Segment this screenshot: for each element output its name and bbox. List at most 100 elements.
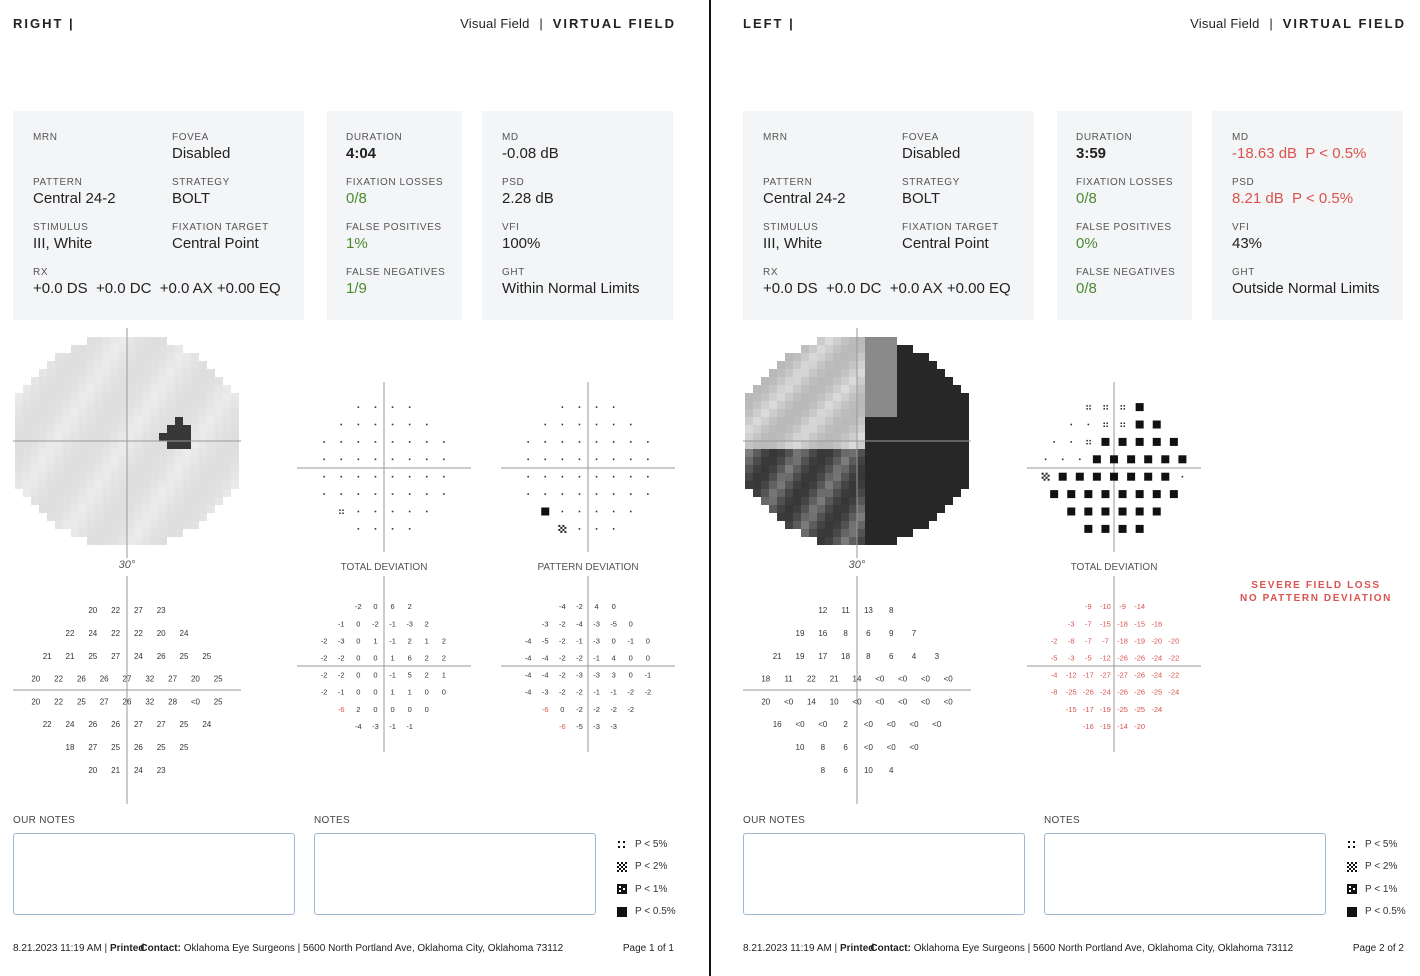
greyscale-cell: [833, 457, 841, 465]
greyscale-cell: [849, 537, 857, 545]
greyscale-cell: [777, 489, 785, 497]
greyscale-cell: [47, 377, 55, 385]
greyscale-cell: [175, 369, 183, 377]
greyscale-cell: [857, 361, 865, 369]
greyscale-cell: [119, 425, 127, 433]
greyscale-cell: [207, 369, 215, 377]
greyscale-cell: [929, 505, 937, 513]
notes-field[interactable]: [314, 833, 596, 915]
greyscale-cell: [223, 425, 231, 433]
greyscale-cell: [777, 377, 785, 385]
p2-checker: [1047, 474, 1050, 477]
greyscale-cell: [873, 433, 881, 441]
our-notes-field[interactable]: [13, 833, 295, 915]
greyscale-cell: [207, 417, 215, 425]
greyscale-cell: [127, 417, 135, 425]
normal-dot: [323, 475, 325, 478]
greyscale-cell: [889, 473, 897, 481]
greyscale-cell: [793, 425, 801, 433]
greyscale-cell: [223, 457, 231, 465]
greyscale-cell: [95, 377, 103, 385]
p05-square: [1135, 403, 1144, 412]
greyscale-cell: [95, 433, 103, 441]
grid-value: 27: [157, 720, 166, 729]
greyscale-cell: [63, 417, 71, 425]
greyscale-cell: [817, 361, 825, 369]
p2-checker: [560, 526, 563, 529]
greyscale-cell: [111, 433, 119, 441]
p05-square: [1067, 507, 1076, 516]
greyscale-cell: [825, 377, 833, 385]
greyscale-cell: [55, 369, 63, 377]
grid-value: 22: [54, 675, 63, 684]
greyscale-cell: [111, 385, 119, 393]
greyscale-cell: [865, 441, 873, 449]
greyscale-cell: [183, 433, 191, 441]
greyscale-cell: [223, 409, 231, 417]
greyscale-cell: [769, 441, 777, 449]
greyscale-cell: [873, 521, 881, 529]
greyscale-cell: [873, 489, 881, 497]
greyscale-cell: [785, 513, 793, 521]
fixation-target-label: FIXATION TARGET: [902, 222, 999, 233]
greyscale-cell: [31, 465, 39, 473]
greyscale-cell: [119, 361, 127, 369]
greyscale-cell: [881, 417, 889, 425]
grid-value: 13: [864, 606, 873, 615]
p5-dot: [1123, 408, 1126, 410]
greyscale-cell: [809, 361, 817, 369]
greyscale-cell: [929, 513, 937, 521]
normal-dot: [374, 528, 377, 530]
grid-value: 32: [145, 675, 154, 684]
greyscale-cell: [39, 465, 47, 473]
greyscale-cell: [841, 393, 849, 401]
p05-square: [1118, 507, 1127, 516]
greyscale-cell: [745, 449, 753, 457]
greyscale-cell: [889, 345, 897, 353]
grid-value: -25: [1151, 688, 1162, 697]
greyscale-cell: [111, 521, 119, 529]
grid-value: 11: [841, 606, 850, 615]
legend-item: P < 0.5%: [617, 901, 697, 924]
greyscale-cell: [793, 489, 801, 497]
greyscale-cell: [785, 473, 793, 481]
greyscale-cell: [929, 449, 937, 457]
greyscale-cell: [849, 473, 857, 481]
greyscale-cell: [889, 393, 897, 401]
greyscale-cell: [937, 441, 945, 449]
greyscale-cell: [865, 393, 873, 401]
greyscale-cell: [111, 417, 119, 425]
our-notes-field[interactable]: [743, 833, 1025, 915]
greyscale-cell: [127, 465, 135, 473]
normal-dot: [527, 493, 529, 495]
greyscale-cell: [769, 417, 777, 425]
greyscale-cell: [801, 513, 809, 521]
greyscale-cell: [175, 473, 183, 481]
greyscale-cell: [745, 441, 753, 449]
greyscale-cell: [945, 401, 953, 409]
greyscale-cell: [833, 433, 841, 441]
greyscale-cell: [63, 521, 71, 529]
false-negatives-value: 1/9: [346, 280, 367, 297]
greyscale-cell: [215, 465, 223, 473]
greyscale-cell: [921, 449, 929, 457]
greyscale-cell: [175, 345, 183, 353]
greyscale-cell: [937, 433, 945, 441]
greyscale-cell: [95, 537, 103, 545]
greyscale-cell: [127, 425, 135, 433]
greyscale-cell: [71, 473, 79, 481]
normal-dot: [561, 458, 564, 461]
fixation-losses-label: FIXATION LOSSES: [346, 177, 444, 188]
greyscale-cell: [865, 409, 873, 417]
greyscale-cell: [191, 521, 199, 529]
greyscale-cell: [207, 465, 215, 473]
greyscale-cell: [945, 425, 953, 433]
ght-value: Outside Normal Limits: [1232, 280, 1380, 297]
greyscale-cell: [793, 361, 801, 369]
normal-dot: [408, 475, 411, 478]
notes-field[interactable]: [1044, 833, 1326, 915]
grid-value: 20: [31, 697, 40, 706]
greyscale-cell: [857, 497, 865, 505]
grid-value: <0: [784, 697, 794, 706]
normal-dot: [629, 510, 632, 513]
